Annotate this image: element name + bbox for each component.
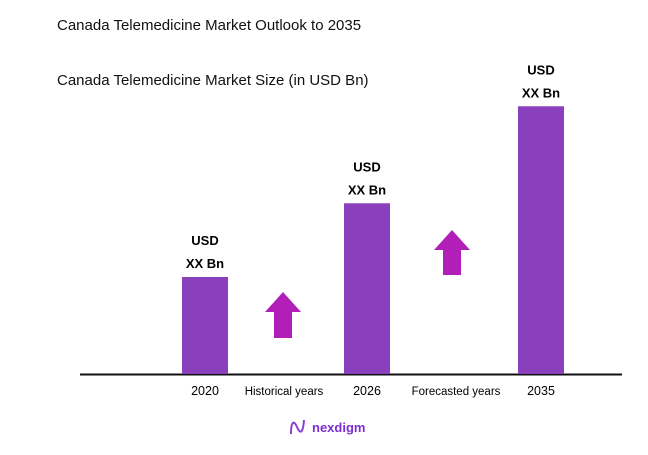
x-tick-label: 2035 xyxy=(527,384,555,398)
nexdigm-logo-icon xyxy=(290,419,305,435)
data-label-line2: XX Bn xyxy=(186,256,224,271)
period-label-forecast: Forecasted years xyxy=(412,386,501,398)
up-arrow-icon-historical xyxy=(265,292,301,338)
data-label-line1: USD xyxy=(191,233,218,248)
period-label-historical: Historical years xyxy=(245,386,324,398)
up-arrow-icon-forecast xyxy=(434,230,470,275)
logo-text: nexdigm xyxy=(312,419,366,435)
x-tick-label: 2026 xyxy=(353,384,381,398)
data-label-line2: XX Bn xyxy=(348,182,386,197)
data-label-line1: USD xyxy=(527,62,554,77)
bar-2026 xyxy=(344,203,390,374)
data-label-line2: XX Bn xyxy=(522,85,560,100)
chart-subtitle: Canada Telemedicine Market Size (in USD … xyxy=(57,72,369,89)
data-label-line1: USD xyxy=(353,159,380,174)
bar-2035 xyxy=(518,106,564,374)
bar-2020 xyxy=(182,277,228,374)
nexdigm-logo: nexdigm xyxy=(288,417,365,437)
chart-title: Canada Telemedicine Market Outlook to 20… xyxy=(57,17,362,34)
x-tick-label: 2020 xyxy=(191,384,219,398)
